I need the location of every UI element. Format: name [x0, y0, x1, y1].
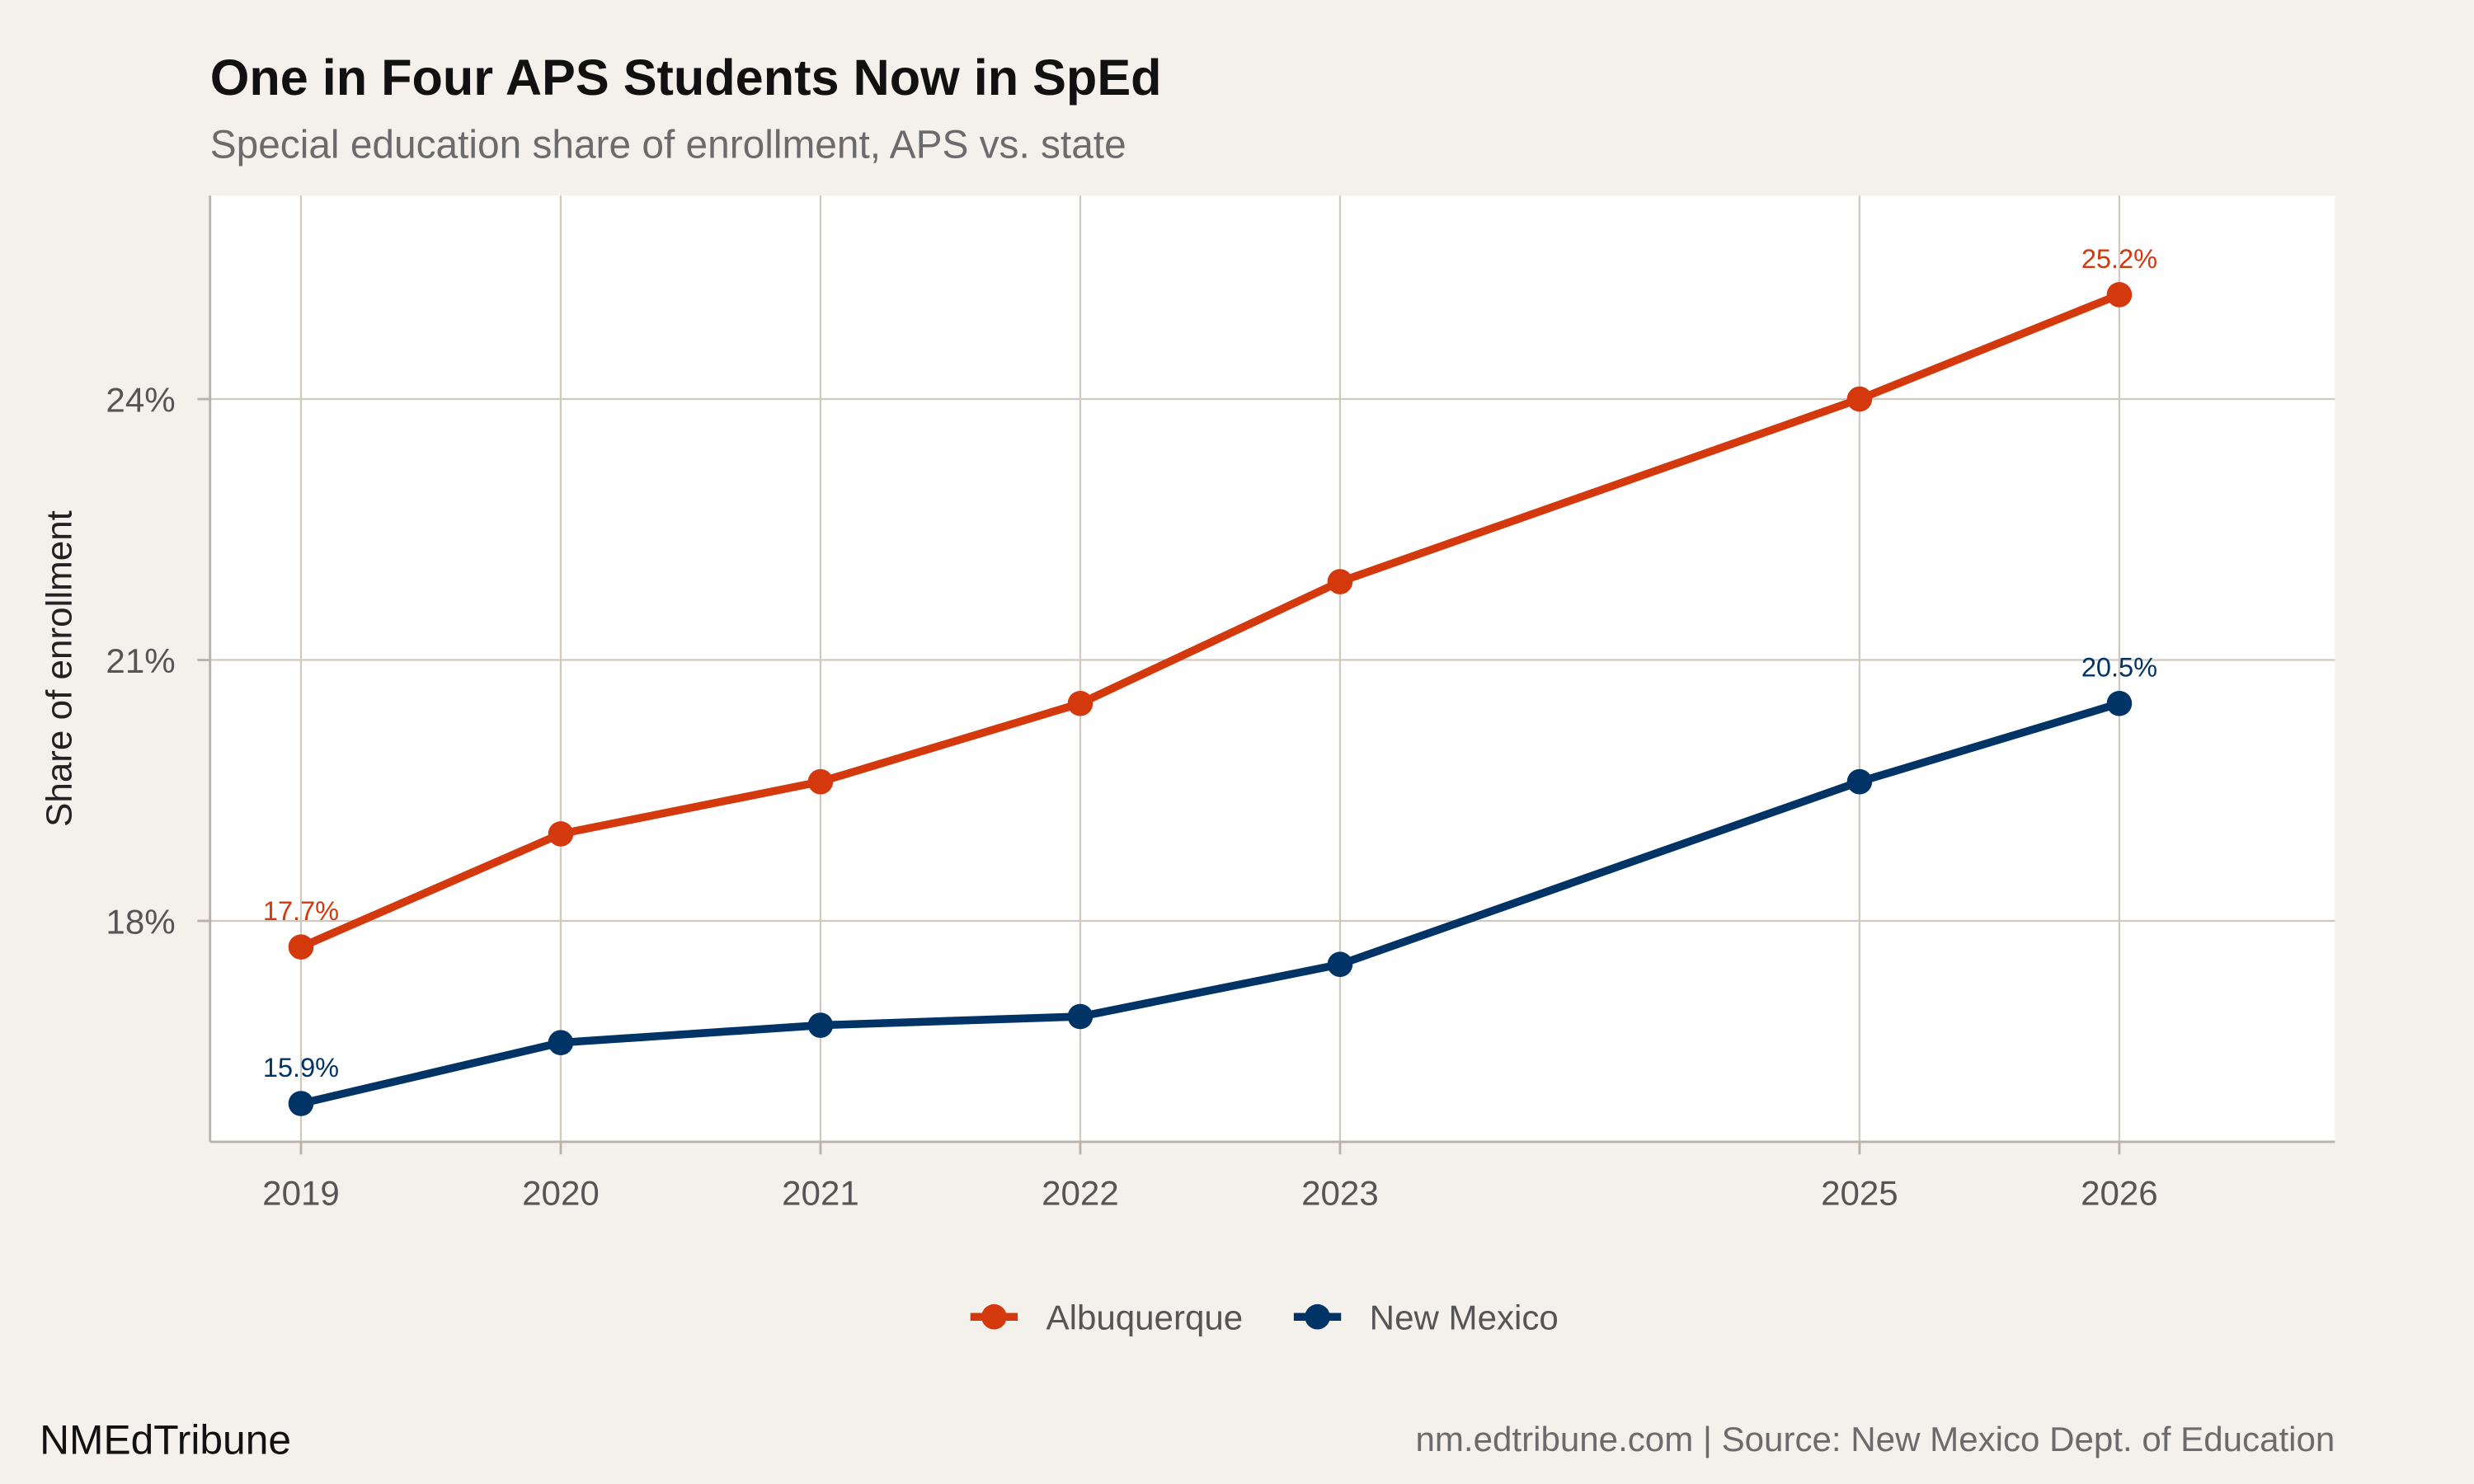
- series: 17.7% 25.2% 15.9% 20.5%: [263, 244, 2157, 1116]
- y-tick-label: 18%: [106, 902, 175, 941]
- legend-label: New Mexico: [1370, 1298, 1559, 1337]
- legend-label: Albuquerque: [1047, 1298, 1244, 1337]
- x-tick-label: 2023: [1301, 1173, 1379, 1212]
- data-point: [1327, 569, 1353, 594]
- y-axis-label: Share of enrollment: [39, 510, 79, 827]
- data-label: 20.5%: [2081, 653, 2157, 683]
- x-tick-label: 2021: [782, 1173, 859, 1212]
- footer-source: nm.edtribune.com | Source: New Mexico De…: [1415, 1420, 2335, 1458]
- data-label: 17.7%: [263, 896, 339, 926]
- data-point: [2106, 282, 2133, 308]
- data-point: [1846, 768, 1873, 795]
- chart-subtitle: Special education share of enrollment, A…: [210, 123, 1126, 167]
- chart-title: One in Four APS Students Now in SpEd: [210, 49, 1162, 106]
- data-point: [548, 821, 574, 847]
- data-point: [1067, 690, 1094, 716]
- x-tick-label: 2022: [1042, 1173, 1119, 1212]
- x-tick-label: 2020: [522, 1173, 600, 1212]
- x-tick-label: 2019: [262, 1173, 340, 1212]
- tick-labels: 2019 2020 2021 2022 2023 2025 2026 18% 21% 24%: [106, 380, 2157, 1212]
- data-point: [1067, 1003, 1094, 1030]
- y-tick-label: 24%: [106, 380, 175, 419]
- data-point: [288, 1091, 314, 1116]
- legend-key-point: [1305, 1303, 1330, 1330]
- legend-key-point: [981, 1303, 1007, 1330]
- legend: Albuquerque New Mexico: [970, 1298, 1559, 1337]
- data-point: [1327, 951, 1353, 978]
- data-point: [548, 1030, 574, 1055]
- data-point: [2106, 690, 2133, 716]
- y-tick-label: 21%: [106, 641, 175, 680]
- data-point: [807, 1012, 834, 1038]
- x-tick-label: 2025: [1821, 1173, 1898, 1212]
- data-point: [807, 768, 834, 795]
- footer-brand: NMEdTribune: [40, 1417, 291, 1463]
- data-label: 25.2%: [2081, 244, 2157, 274]
- data-label: 15.9%: [263, 1053, 339, 1082]
- data-point: [288, 934, 314, 960]
- data-point: [1846, 386, 1873, 412]
- gridlines: [209, 195, 2335, 1142]
- x-tick-label: 2026: [2081, 1173, 2158, 1212]
